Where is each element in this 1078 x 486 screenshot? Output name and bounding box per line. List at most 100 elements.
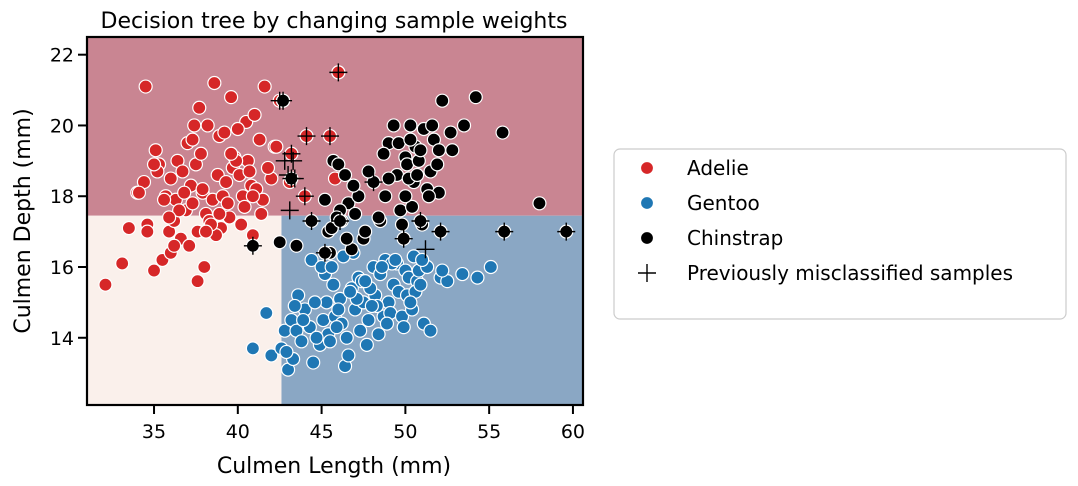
adelie-point xyxy=(167,238,182,253)
chinstrap-point xyxy=(403,118,418,133)
adelie-point xyxy=(131,185,147,200)
x-tick-label: 60 xyxy=(561,421,585,443)
gentoo-point xyxy=(326,277,341,292)
adelie-point xyxy=(138,79,153,94)
chinstrap-point xyxy=(421,189,436,204)
gentoo-point xyxy=(339,330,354,345)
misclassified-marker xyxy=(243,236,262,255)
gentoo-point xyxy=(379,316,395,331)
legend: Adelie Gentoo Chinstrap Previously misclass… xyxy=(613,148,1067,320)
misclassified-marker xyxy=(329,63,348,82)
adelie-point xyxy=(182,238,197,253)
adelie-point xyxy=(177,185,192,200)
gentoo-point xyxy=(455,266,470,282)
gentoo-point xyxy=(403,295,418,310)
x-tick-label: 50 xyxy=(393,421,417,443)
y-tick-label: 20 xyxy=(50,115,74,137)
gentoo-point xyxy=(415,252,430,268)
gentoo-point xyxy=(342,284,358,299)
legend-box xyxy=(613,148,1067,320)
misclassified-marker xyxy=(295,187,314,206)
adelie-point xyxy=(197,259,212,275)
gentoo-point xyxy=(331,302,346,317)
chart-title: Decision tree by changing sample weights xyxy=(101,9,568,34)
chinstrap-point xyxy=(348,206,363,222)
adelie-point xyxy=(224,90,239,105)
misclassified-marker xyxy=(557,222,576,241)
series-chinstrap xyxy=(245,90,574,260)
chinstrap-point xyxy=(410,167,425,183)
chinstrap-point xyxy=(339,231,354,246)
y-tick-label: 14 xyxy=(50,328,74,350)
adelie-point xyxy=(193,146,209,161)
legend-marker-misclassified xyxy=(638,264,656,282)
chinstrap-point xyxy=(358,224,373,239)
adelie-point xyxy=(185,196,200,211)
adelie-point xyxy=(224,146,239,161)
chinstrap-point xyxy=(403,132,418,147)
decision-region-adelie xyxy=(87,37,583,216)
gentoo-point xyxy=(341,348,356,363)
y-tick-label: 22 xyxy=(50,45,74,67)
chinstrap-point xyxy=(337,167,353,183)
gentoo-point xyxy=(359,337,374,352)
adelie-point xyxy=(148,143,163,158)
adelie-point xyxy=(190,274,205,289)
legend-label: Gentoo xyxy=(687,191,760,215)
y-tick-label: 18 xyxy=(50,186,74,208)
chinstrap-point xyxy=(317,192,333,207)
adelie-point xyxy=(237,199,252,214)
adelie-point xyxy=(252,132,267,147)
adelie-point xyxy=(200,118,215,133)
gentoo-point xyxy=(306,355,321,370)
misclassified-marker xyxy=(411,212,430,230)
misclassified-marker xyxy=(331,212,350,230)
gentoo-point xyxy=(413,277,428,292)
adelie-point xyxy=(220,196,235,211)
misclassified-marker xyxy=(274,91,293,110)
legend-marker-adelie xyxy=(639,160,655,176)
adelie-point xyxy=(198,224,214,239)
chinstrap-point xyxy=(430,157,445,172)
gentoo-point xyxy=(307,295,322,310)
chinstrap-point xyxy=(431,143,446,158)
chinstrap-point xyxy=(272,235,287,250)
gentoo-point xyxy=(396,320,411,335)
gentoo-point xyxy=(361,312,376,328)
adelie-point xyxy=(121,220,136,236)
adelie-point xyxy=(172,203,187,218)
adelie-point xyxy=(146,263,162,278)
adelie-point xyxy=(260,160,276,176)
gentoo-point xyxy=(264,348,279,363)
adelie-point xyxy=(98,277,113,292)
chinstrap-point xyxy=(376,146,391,161)
series-gentoo xyxy=(245,245,498,377)
chinstrap-point xyxy=(386,118,401,133)
misclassified-marker xyxy=(279,166,298,184)
adelie-point xyxy=(163,171,178,186)
adelie-point xyxy=(234,217,249,232)
gentoo-point xyxy=(353,323,368,338)
chinstrap-point xyxy=(398,189,413,204)
misclassified-marker xyxy=(315,243,334,262)
gentoo-point xyxy=(259,305,274,321)
misclassified-marker xyxy=(364,173,383,192)
chinstrap-point xyxy=(495,125,510,140)
misclassified-marker xyxy=(302,212,321,230)
chinstrap-point xyxy=(399,157,415,172)
gentoo-point xyxy=(364,298,379,314)
adelie-point xyxy=(195,182,210,197)
chinstrap-point xyxy=(381,171,396,186)
x-tick-label: 40 xyxy=(226,421,250,443)
gentoo-point xyxy=(371,327,386,342)
adelie-point xyxy=(254,206,269,222)
misclassified-marker xyxy=(282,144,301,163)
chinstrap-point xyxy=(378,189,393,204)
adelie-point xyxy=(162,210,177,225)
misclassified-markers xyxy=(243,63,576,262)
adelie-point xyxy=(269,139,284,154)
misclassified-marker xyxy=(320,127,339,146)
adelie-point xyxy=(140,224,155,239)
legend-marker-gentoo xyxy=(639,195,655,211)
